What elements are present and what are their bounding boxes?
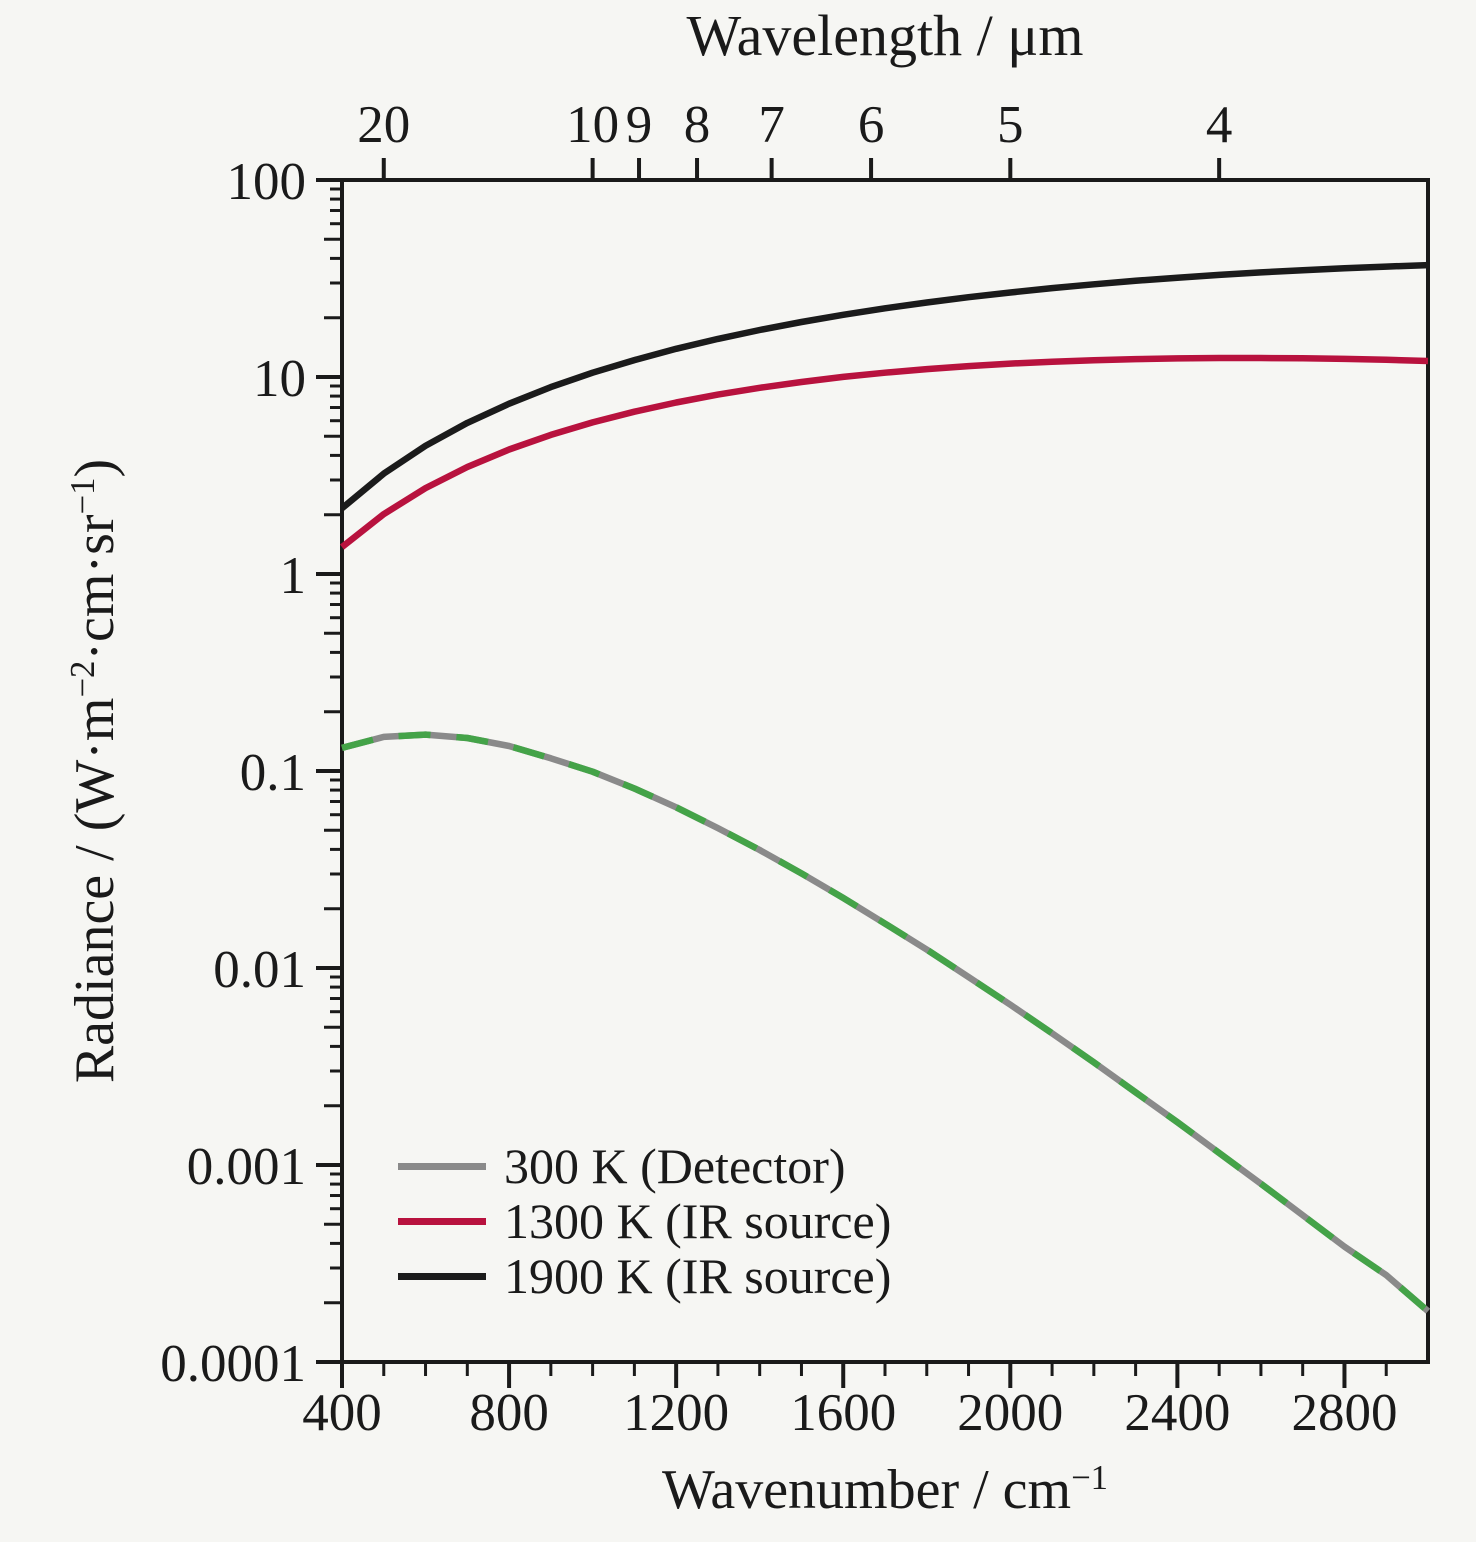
legend-line-1300k [398,1218,486,1225]
bottom-axis-title-wavenumber: Wavenumber / cm−1 [662,1458,1108,1522]
x-tick-label-2000: 2000 [957,1384,1063,1442]
x-tick-label-1200: 1200 [623,1384,729,1442]
legend-item-1900k: 1900 K (IR source) [398,1249,891,1304]
curve-1900k [339,261,1429,511]
top-axis-title-wavelength: Wavelength / μm [686,3,1084,68]
wavelength-tick-label-20: 20 [357,96,410,154]
x-tick-label-1600: 1600 [790,1384,896,1442]
wavelength-tick-label-9: 9 [626,96,653,154]
y-tick-label-0.01: 0.01 [213,941,306,999]
legend-line-300k [398,1163,486,1170]
x-tick-label-400: 400 [302,1384,382,1442]
wavelength-tick-label-6: 6 [858,96,885,154]
y-tick-label-0.1: 0.1 [240,744,306,802]
y-tick-label-10: 10 [253,350,306,408]
wavelength-tick-label-10: 10 [566,96,619,154]
curve-300k-dashed-overlay [341,731,1431,1314]
legend-item-1300k: 1300 K (IR source) [398,1194,891,1249]
x-tick-label-800: 800 [469,1384,549,1442]
x-tick-label-2800: 2800 [1291,1384,1397,1442]
y-tick-label-0.0001: 0.0001 [160,1335,306,1393]
axis-title-superscript: −1 [1071,1457,1109,1497]
legend-label-1900k: 1900 K (IR source) [504,1248,892,1304]
y-tick-label-100: 100 [227,153,307,211]
legend-label-300k: 300 K (Detector) [504,1138,846,1194]
axis-title-text: Wavenumber / cm [661,1459,1072,1521]
curve-1300k [339,354,1429,550]
wavelength-tick-label-4: 4 [1206,96,1233,154]
legend: 300 K (Detector) 1300 K (IR source) 1900… [398,1139,891,1304]
plot-frame [340,178,1430,1364]
wavelength-tick-label-5: 5 [997,96,1024,154]
legend-label-1300k: 1300 K (IR source) [504,1193,892,1249]
legend-item-300k: 300 K (Detector) [398,1139,891,1194]
y-tick-label-1: 1 [280,547,307,605]
wavelength-tick-label-8: 8 [684,96,711,154]
y-tick-label-0.001: 0.001 [187,1138,306,1196]
wavelength-tick-label-7: 7 [758,96,785,154]
x-tick-label-2400: 2400 [1124,1384,1230,1442]
legend-line-1900k [398,1273,486,1280]
